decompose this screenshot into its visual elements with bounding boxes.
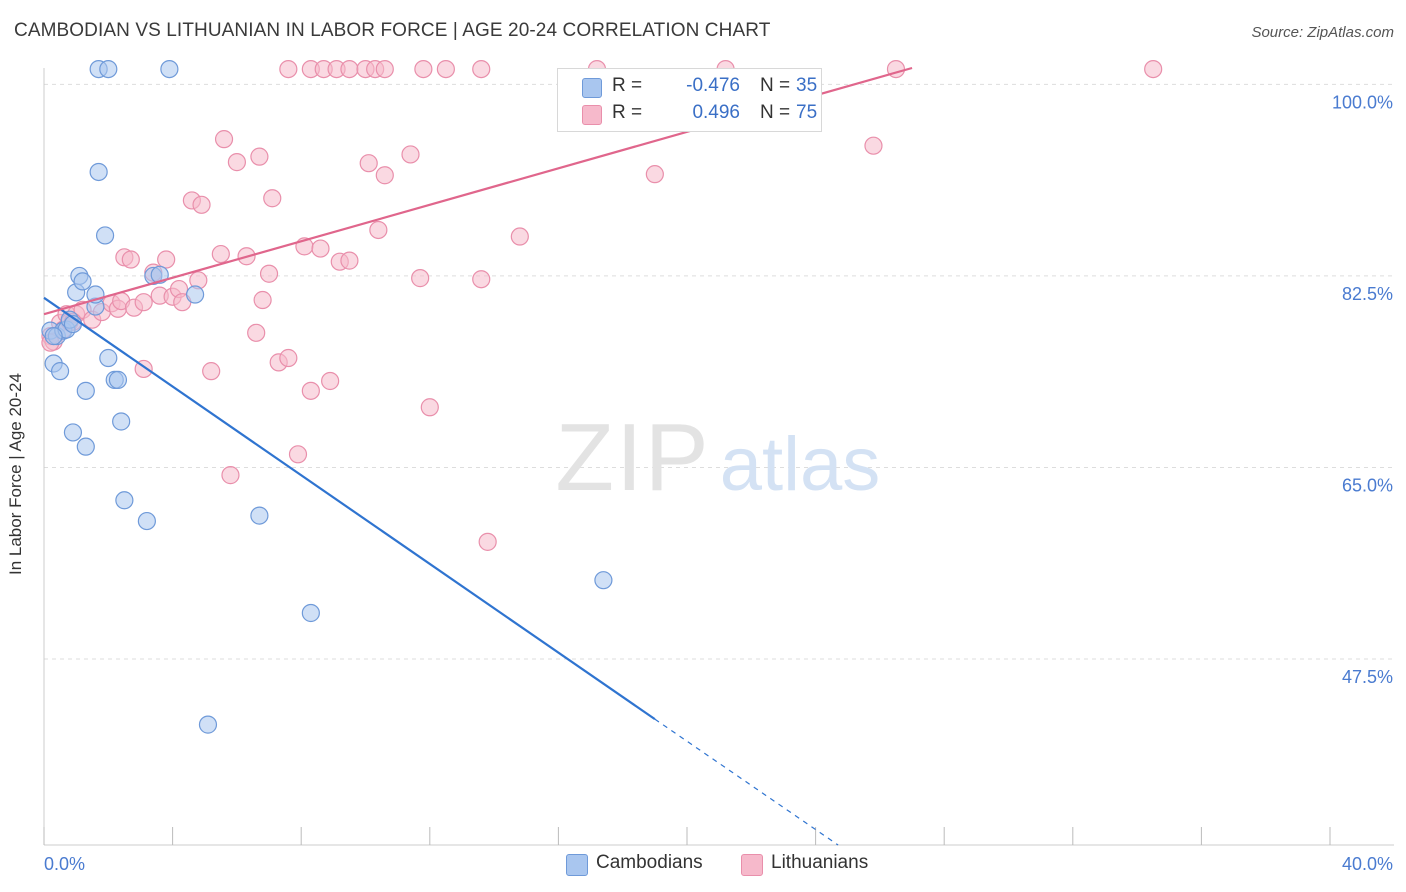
lithuanian-point: [420, 398, 439, 417]
legend-r-label: R =: [612, 75, 643, 96]
cambodian-point: [115, 491, 134, 510]
lithuanian-point: [472, 59, 491, 79]
lithuanian-point: [157, 250, 176, 269]
cambodian-point: [108, 370, 128, 389]
lithuanian-point: [1144, 59, 1163, 79]
legend-r-label: R =: [612, 102, 643, 123]
lithuanian-point: [211, 244, 230, 264]
y-tick-label: 100.0%: [1332, 92, 1393, 112]
lithuanian-point: [340, 59, 359, 79]
cambodian-point: [186, 285, 205, 304]
cambodian-point: [76, 437, 95, 456]
legend-swatch-cambodians: [582, 78, 602, 98]
lithuanian-point: [311, 239, 330, 258]
y-tick-label: 47.5%: [1342, 667, 1393, 687]
lithuanian-point: [414, 59, 433, 79]
series-swatch-cambodians: [566, 854, 588, 876]
lithuanian-point: [221, 466, 240, 485]
legend-n-value: 75: [796, 102, 818, 123]
series-legend: Cambodians Lithuanians: [0, 852, 1406, 878]
cambodian-point: [63, 423, 83, 442]
cambodian-point: [137, 511, 156, 531]
lithuanian-point: [375, 59, 394, 79]
cambodian-point: [301, 603, 320, 623]
series-swatch-lithuanians: [741, 854, 763, 876]
lithuanian-point: [510, 227, 529, 246]
correlation-legend: R = -0.476 N = 35 R = 0.496 N = 75: [557, 68, 822, 132]
lithuanian-point: [288, 445, 308, 464]
lithuanian-point: [478, 532, 497, 551]
series-name-cambodians: Cambodians: [596, 852, 703, 873]
cambodian-trend-extension: [654, 718, 839, 846]
cambodian-point: [112, 412, 131, 431]
x-tick-label: 0.0%: [44, 854, 85, 874]
lithuanian-point: [250, 147, 269, 166]
lithuanian-point: [340, 251, 359, 270]
legend-r-value: -0.476: [686, 75, 740, 96]
lithuanian-point: [279, 59, 298, 79]
lithuanian-point: [645, 165, 664, 184]
legend-r-value: 0.496: [692, 102, 740, 123]
lithuanian-point: [411, 269, 430, 288]
lithuanian-point: [401, 145, 420, 164]
lithuanian-point: [121, 250, 140, 269]
legend-n-value: 35: [796, 75, 818, 96]
cambodian-point: [50, 362, 70, 381]
y-tick-label: 65.0%: [1342, 475, 1393, 495]
lithuanian-point: [369, 220, 388, 240]
lithuanian-point: [259, 264, 279, 283]
lithuanian-point: [192, 195, 211, 214]
lithuanian-point: [253, 290, 272, 310]
legend-swatch-lithuanians: [582, 105, 602, 125]
cambodian-point: [594, 571, 613, 590]
legend-n-label: N =: [760, 102, 791, 123]
source-label: Source: ZipAtlas.com: [1251, 24, 1394, 41]
y-tick-label: 82.5%: [1342, 284, 1393, 304]
cambodian-point: [250, 506, 269, 525]
lithuanian-point: [247, 323, 266, 342]
grid-lines: [44, 83, 1394, 660]
tick-labels: 47.5% 65.0% 82.5% 100.0% 0.0% 40.0%: [44, 92, 1393, 874]
lithuanian-point: [214, 130, 234, 149]
x-tick-label: 40.0%: [1342, 854, 1393, 874]
cambodian-point: [76, 381, 95, 400]
lithuanian-point: [472, 270, 491, 289]
lithuanian-point: [436, 59, 455, 79]
cambodian-point: [95, 226, 115, 245]
lithuanian-point: [202, 362, 221, 381]
cambodian-point: [44, 327, 63, 346]
lithuanian-point: [359, 154, 378, 173]
series-name-lithuanians: Lithuanians: [771, 852, 869, 873]
cambodian-points: [41, 59, 613, 734]
cambodian-point: [89, 162, 108, 182]
lithuanian-point: [321, 371, 340, 391]
lithuanian-point: [263, 189, 282, 208]
watermark-atlas: atlas: [720, 422, 881, 507]
lithuanian-point: [279, 348, 298, 368]
lithuanian-point: [375, 166, 394, 185]
lithuanian-point: [864, 136, 883, 155]
lithuanian-point: [301, 381, 320, 400]
lithuanian-point: [134, 293, 153, 312]
chart-title: CAMBODIAN VS LITHUANIAN IN LABOR FORCE |…: [14, 20, 771, 41]
lithuanian-point: [227, 153, 246, 172]
watermark: ZIP atlas: [555, 404, 880, 511]
watermark-zip: ZIP: [555, 404, 710, 511]
cambodian-point: [73, 272, 92, 291]
cambodian-point: [99, 59, 118, 79]
legend-n-label: N =: [760, 75, 791, 96]
cambodian-point: [160, 59, 179, 79]
cambodian-point: [99, 348, 118, 368]
cambodian-trend-line: [43, 296, 656, 721]
axes: [43, 68, 1394, 846]
cambodian-point: [198, 715, 218, 734]
